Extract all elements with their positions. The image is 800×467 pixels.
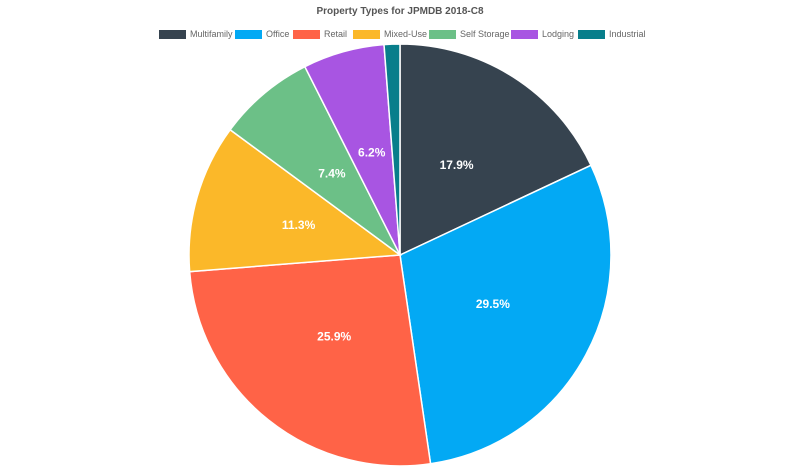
legend-label: Lodging — [542, 29, 575, 39]
legend-swatch — [429, 29, 456, 39]
chart-legend: Multifamily Office Retail Mixed-Use Self Sto… — [0, 28, 800, 40]
legend-label: Office — [266, 29, 290, 39]
legend-swatch — [293, 29, 320, 39]
legend-item-multifamily[interactable]: Multifamily — [159, 28, 233, 40]
pie-slice-mixed-use[interactable] — [188, 128, 403, 273]
legend-label: Industrial — [609, 29, 646, 39]
legend-swatch — [159, 29, 186, 39]
chart-title: Property Types for JPMDB 2018-C8 — [316, 6, 484, 17]
slice-label-lodging: 6.2% — [358, 146, 386, 160]
slice-label-retail: 25.9% — [317, 330, 351, 344]
slice-label-self-storage: 7.4% — [318, 167, 346, 181]
legend-label: Multifamily — [190, 29, 233, 39]
slice-label-mixed-use: 11.3% — [282, 218, 316, 232]
pie-slice-multifamily[interactable] — [399, 43, 592, 257]
legend-swatch — [578, 29, 605, 39]
legend-item-lodging[interactable]: Lodging — [511, 28, 574, 40]
legend-item-self-storage[interactable]: Self Storage — [429, 28, 510, 40]
legend-swatch — [511, 29, 538, 39]
pie-slice-office[interactable] — [399, 164, 612, 465]
legend-item-mixed-use[interactable]: Mixed-Use — [353, 28, 427, 40]
legend-item-industrial[interactable]: Industrial — [578, 28, 646, 40]
slice-label-office: 29.5% — [476, 297, 510, 311]
pie-slice-industrial[interactable] — [383, 43, 401, 256]
legend-item-office[interactable]: Office — [235, 28, 289, 40]
legend-label: Mixed-Use — [384, 29, 428, 39]
legend-swatch — [235, 29, 262, 39]
pie-slice-self-storage[interactable] — [229, 65, 401, 256]
legend-item-retail[interactable]: Retail — [293, 28, 347, 40]
pie-slice-retail[interactable] — [188, 254, 432, 467]
legend-label: Self Storage — [460, 29, 510, 39]
legend-swatch — [353, 29, 380, 39]
legend-label: Retail — [324, 29, 348, 39]
slice-label-multifamily: 17.9% — [440, 158, 474, 172]
